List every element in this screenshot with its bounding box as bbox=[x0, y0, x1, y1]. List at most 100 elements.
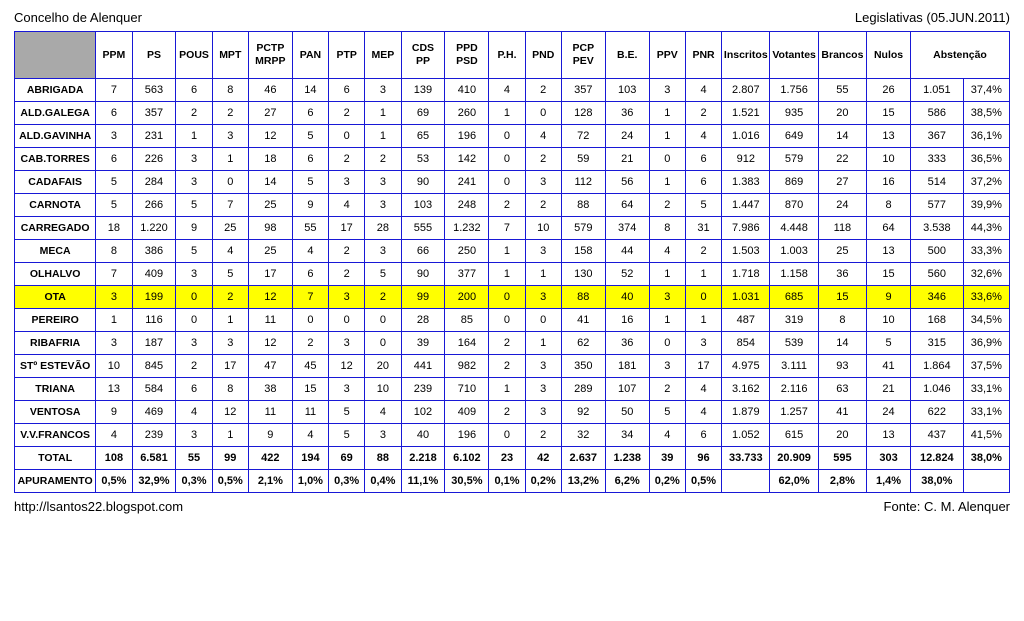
cell: 0,5% bbox=[685, 470, 721, 493]
cell: 487 bbox=[722, 309, 770, 332]
cell: 1 bbox=[489, 378, 525, 401]
cell: 4 bbox=[212, 240, 248, 263]
cell: 6 bbox=[96, 102, 132, 125]
cell: 4 bbox=[685, 378, 721, 401]
col-header: Abstenção bbox=[911, 32, 1010, 79]
row-label: ALD.GAVINHA bbox=[15, 125, 96, 148]
cell: 14 bbox=[818, 125, 866, 148]
cell: 0 bbox=[489, 309, 525, 332]
cell: 103 bbox=[605, 79, 649, 102]
cell: 17 bbox=[685, 355, 721, 378]
cell: 88 bbox=[561, 286, 605, 309]
cell: 0 bbox=[176, 309, 212, 332]
cell: 586 bbox=[911, 102, 964, 125]
cell: 241 bbox=[445, 171, 489, 194]
cell: 3 bbox=[365, 194, 401, 217]
cell: 2 bbox=[685, 102, 721, 125]
cell: 25 bbox=[248, 194, 292, 217]
cell: 10 bbox=[867, 148, 911, 171]
cell: 4 bbox=[365, 401, 401, 424]
table-row: MECA83865425423662501315844421.5031.0032… bbox=[15, 240, 1010, 263]
cell: 32 bbox=[561, 424, 605, 447]
cell: 12 bbox=[212, 401, 248, 424]
cell: 2 bbox=[525, 79, 561, 102]
cell: 6 bbox=[176, 378, 212, 401]
cell: 319 bbox=[770, 309, 818, 332]
cell: 303 bbox=[867, 447, 911, 470]
cell: 33,3% bbox=[963, 240, 1009, 263]
cell: 3 bbox=[176, 424, 212, 447]
col-header: PCPPEV bbox=[561, 32, 605, 79]
cell: 7 bbox=[212, 194, 248, 217]
row-label: VENTOSA bbox=[15, 401, 96, 424]
cell: 0,1% bbox=[489, 470, 525, 493]
cell: 3 bbox=[365, 240, 401, 263]
cell: 28 bbox=[401, 309, 445, 332]
cell: 4.448 bbox=[770, 217, 818, 240]
cell: 7 bbox=[489, 217, 525, 240]
cell: 1.046 bbox=[911, 378, 964, 401]
cell: 3 bbox=[329, 332, 365, 355]
cell: 3 bbox=[365, 171, 401, 194]
cell: 53 bbox=[401, 148, 445, 171]
table-row: ABRIGADA75636846146313941042357103342.80… bbox=[15, 79, 1010, 102]
cell: 8 bbox=[212, 79, 248, 102]
cell: 2 bbox=[525, 148, 561, 171]
cell: 40 bbox=[605, 286, 649, 309]
cell: 2 bbox=[176, 102, 212, 125]
cell: 39,9% bbox=[963, 194, 1009, 217]
cell: 3 bbox=[176, 148, 212, 171]
cell: 13 bbox=[96, 378, 132, 401]
cell: 0,5% bbox=[96, 470, 132, 493]
cell: 3 bbox=[176, 263, 212, 286]
cell: 239 bbox=[401, 378, 445, 401]
cell: 2,8% bbox=[818, 470, 866, 493]
cell: 1.232 bbox=[445, 217, 489, 240]
cell: 116 bbox=[132, 309, 176, 332]
cell: 1 bbox=[489, 240, 525, 263]
cell: 1.052 bbox=[722, 424, 770, 447]
cell: 20.909 bbox=[770, 447, 818, 470]
cell: 56 bbox=[605, 171, 649, 194]
cell: 0 bbox=[489, 286, 525, 309]
cell: 103 bbox=[401, 194, 445, 217]
col-header: PPM bbox=[96, 32, 132, 79]
row-label: ALD.GALEGA bbox=[15, 102, 96, 125]
cell: 912 bbox=[722, 148, 770, 171]
col-header: PPV bbox=[649, 32, 685, 79]
cell: 0 bbox=[212, 171, 248, 194]
row-label: CADAFAIS bbox=[15, 171, 96, 194]
cell: 10 bbox=[96, 355, 132, 378]
cell: 21 bbox=[867, 378, 911, 401]
row-label: PEREIRO bbox=[15, 309, 96, 332]
col-header: POUS bbox=[176, 32, 212, 79]
cell: 15 bbox=[867, 263, 911, 286]
cell: 577 bbox=[911, 194, 964, 217]
cell: 20 bbox=[818, 102, 866, 125]
cell: 1.016 bbox=[722, 125, 770, 148]
cell: 0 bbox=[329, 125, 365, 148]
table-row: STº ESTEVÃO10845217474512204419822335018… bbox=[15, 355, 1010, 378]
cell: 9 bbox=[96, 401, 132, 424]
cell: 284 bbox=[132, 171, 176, 194]
cell: 649 bbox=[770, 125, 818, 148]
cell: 25 bbox=[212, 217, 248, 240]
cell: 130 bbox=[561, 263, 605, 286]
cell: 14 bbox=[248, 171, 292, 194]
cell: 2.807 bbox=[722, 79, 770, 102]
cell: 6 bbox=[685, 171, 721, 194]
cell: 441 bbox=[401, 355, 445, 378]
table-row: ALD.GAVINHA3231131250165196047224141.016… bbox=[15, 125, 1010, 148]
cell: 6 bbox=[292, 263, 328, 286]
cell: 36 bbox=[605, 332, 649, 355]
cell: 1 bbox=[649, 263, 685, 286]
cell: 1 bbox=[212, 148, 248, 171]
cell: 2 bbox=[489, 332, 525, 355]
cell: 248 bbox=[445, 194, 489, 217]
cell: 33.733 bbox=[722, 447, 770, 470]
cell: 24 bbox=[605, 125, 649, 148]
cell: 38 bbox=[248, 378, 292, 401]
cell: 579 bbox=[561, 217, 605, 240]
cell: 107 bbox=[605, 378, 649, 401]
cell: 333 bbox=[911, 148, 964, 171]
